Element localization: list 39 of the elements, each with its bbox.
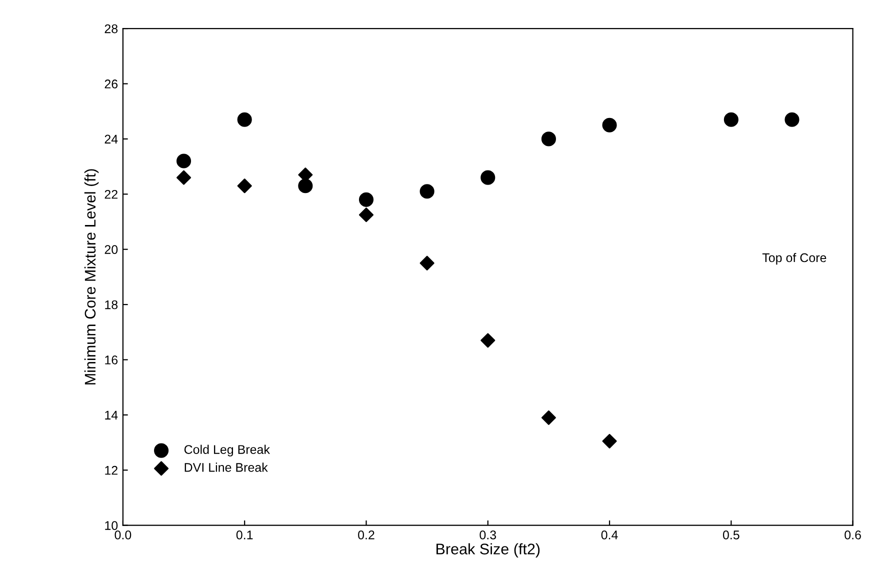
point [358,192,374,207]
y-tick-label: 20 [104,245,118,254]
y-tick-label: 22 [104,190,118,199]
y-tick-label: 10 [105,521,118,530]
legend-label: Cold Leg Break [184,444,270,456]
y-tick-label: 14 [105,410,118,420]
legend-label: DVI Line Break [184,462,268,472]
point [602,434,617,448]
x-axis-title: Break Size (ft2) [436,543,540,558]
y-tick-label: 28 [104,24,118,34]
y-tick-label: 12 [105,466,118,475]
point [298,178,313,194]
y-tick-label: 16 [105,356,118,364]
x-tick-label: 0.5 [722,530,740,540]
point [176,170,192,185]
y-tick-label: 26 [104,80,118,88]
x-tick-label: 0.0 [114,530,132,540]
point [724,112,738,127]
point [541,410,556,425]
point [541,132,556,146]
y-axis-title: Minimum Core Mixture Level (ft) [84,169,99,384]
y-tick-label: 18 [105,300,118,310]
x-tick-label: 0.3 [480,530,496,540]
point [237,178,252,194]
point [237,112,252,127]
point [480,333,496,348]
annotation: Top of Core [762,252,826,265]
x-tick-label: 0.4 [601,530,618,540]
point [176,154,192,168]
point [784,112,800,127]
x-tick-label: 0.2 [358,530,374,540]
point [358,208,374,222]
point [420,184,434,199]
x-tick-label: 0.6 [844,530,861,540]
point [420,256,434,270]
point [602,118,617,132]
x-tick-label: 0.1 [236,530,253,540]
point [480,170,496,185]
y-tick-label: 24 [104,134,118,144]
